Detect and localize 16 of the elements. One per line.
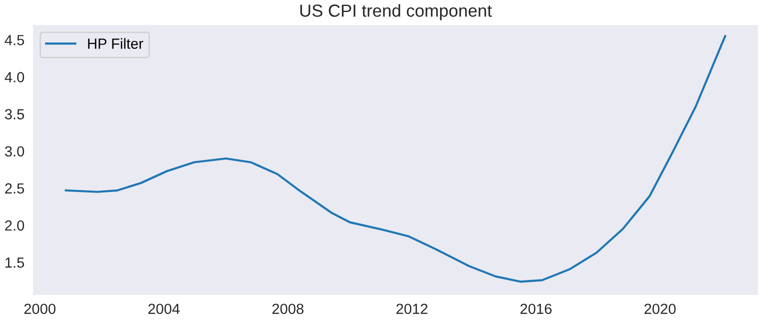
y-tick-label: 3.5	[4, 109, 24, 120]
x-tick-label: 2008	[272, 304, 304, 314]
x-tick-label: 2012	[396, 304, 428, 314]
legend-label: HP Filter	[88, 38, 144, 49]
y-tick-label: 3.0	[4, 146, 24, 157]
y-tick-label: 4.0	[4, 72, 24, 82]
x-tick-label: 2016	[520, 304, 552, 314]
chart-title: US CPI trend component	[300, 4, 492, 20]
x-tick-label: 2000	[24, 304, 56, 314]
x-tick-label: 2004	[148, 304, 180, 314]
x-tick-label: 2020	[644, 304, 676, 314]
line-series	[64, 35, 726, 283]
y-tick-label: 1.5	[6, 258, 24, 268]
y-tick-label: 4.5	[4, 35, 24, 46]
y-tick-label: 2.0	[5, 220, 24, 231]
y-tick-label: 2.5	[5, 183, 24, 194]
